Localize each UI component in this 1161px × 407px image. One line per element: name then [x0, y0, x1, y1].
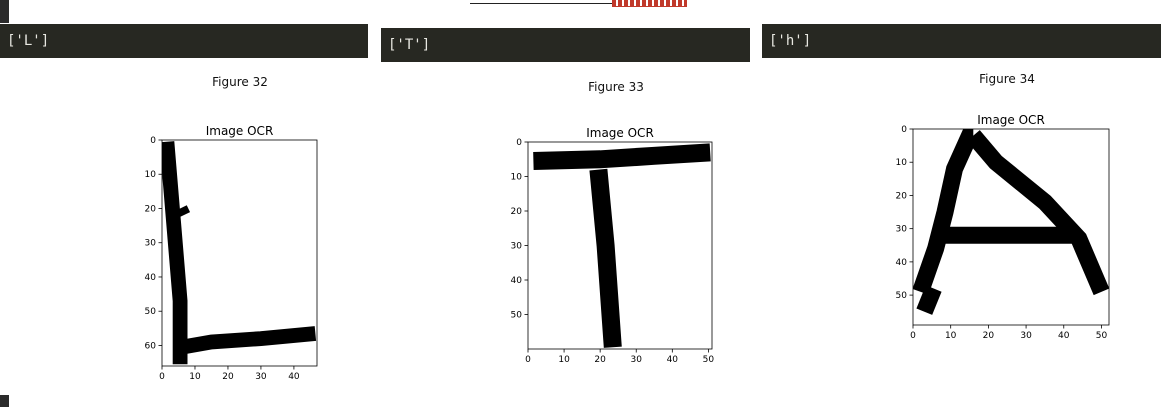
glyph-stroke	[173, 205, 191, 219]
y-tick-label: 40	[511, 276, 523, 286]
glyph-stroke	[966, 130, 1109, 296]
glyph-stroke	[533, 143, 711, 170]
cell-output-text: ['T']	[381, 28, 750, 62]
y-tick-label: 40	[145, 273, 157, 283]
x-tick-label: 50	[1096, 331, 1108, 341]
y-tick-label: 0	[516, 138, 522, 148]
figure-caption: Figure 32	[212, 75, 268, 89]
plot-frame	[912, 128, 1110, 326]
x-tick-label: 40	[667, 355, 679, 365]
x-tick-label: 20	[594, 355, 606, 365]
y-tick-label: 50	[511, 311, 523, 321]
ocr-image-plot: Image OCR 0 10 20 30 40 50 0 10 20 30 40 50	[511, 126, 715, 365]
glyph-stroke	[916, 285, 942, 315]
cell-prompt-marker-bottom	[0, 395, 9, 407]
y-tick-label: 60	[145, 341, 157, 351]
y-tick-label: 10	[511, 173, 523, 183]
x-tick-label: 50	[703, 355, 715, 365]
x-tick-label: 10	[945, 331, 957, 341]
figure-caption: Figure 34	[979, 72, 1035, 86]
y-tick-label: 10	[145, 170, 157, 180]
text-underline	[470, 3, 612, 4]
glyph-stroke	[162, 141, 188, 365]
y-tick-label: 40	[896, 258, 908, 268]
x-tick-label: 0	[159, 372, 165, 382]
plot-title: Image OCR	[977, 113, 1045, 127]
y-tick-label: 20	[145, 204, 157, 214]
ocr-image-plot: Image OCR 0 10 20 30 40 0 10 20 30 40 50 60	[145, 124, 318, 382]
y-tick-label: 20	[511, 207, 523, 217]
y-tick-label: 10	[896, 158, 908, 168]
glyph-stroke	[589, 168, 622, 348]
glyph-stroke	[913, 129, 978, 295]
x-tick-label: 40	[1058, 331, 1070, 341]
ocr-image	[162, 141, 317, 365]
y-tick-label: 30	[145, 239, 157, 249]
cell-prompt-marker-top	[0, 0, 9, 23]
plot-title: Image OCR	[586, 126, 654, 140]
y-tick-label: 50	[896, 291, 908, 301]
x-tick-label: 30	[1020, 331, 1032, 341]
plot-frame	[527, 141, 713, 350]
y-tick-label: 0	[150, 136, 156, 146]
figure-caption: Figure 33	[588, 80, 644, 94]
y-tick-label: 30	[511, 242, 523, 252]
y-tick-label: 50	[145, 307, 157, 317]
spellcheck-underline	[612, 0, 687, 7]
x-tick-label: 20	[983, 331, 995, 341]
plot-title: Image OCR	[206, 124, 274, 138]
x-tick-label: 10	[558, 355, 570, 365]
x-tick-label: 10	[189, 372, 201, 382]
plot-frame	[161, 139, 318, 367]
cell-output-text: ['L']	[0, 24, 368, 58]
x-tick-label: 0	[525, 355, 531, 365]
y-tick-label: 0	[901, 125, 907, 135]
cell-output-text: ['h']	[762, 24, 1161, 58]
glyph-stroke	[180, 326, 317, 355]
y-tick-label: 20	[896, 191, 908, 201]
x-tick-label: 0	[910, 331, 916, 341]
x-tick-label: 30	[631, 355, 643, 365]
x-tick-label: 20	[222, 372, 234, 382]
y-tick-label: 30	[896, 225, 908, 235]
ocr-image	[913, 129, 1109, 315]
ocr-image	[533, 143, 711, 348]
x-tick-label: 30	[255, 372, 267, 382]
x-tick-label: 40	[288, 372, 300, 382]
ocr-image-plot: Image OCR 0 10 20 30 40 50 0 10 20 30 40 50	[896, 113, 1110, 341]
